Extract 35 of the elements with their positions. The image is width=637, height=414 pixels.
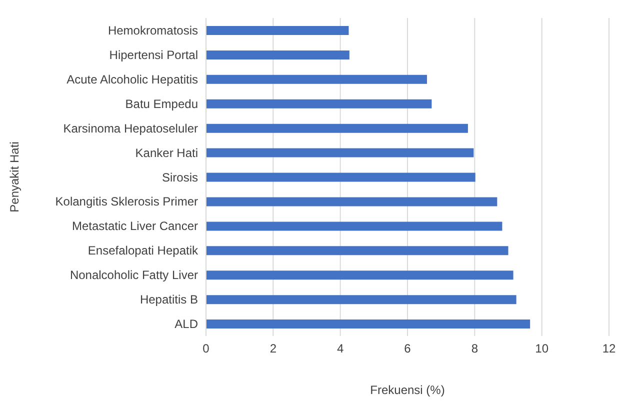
y-tick-label: Hipertensi Portal — [109, 48, 198, 62]
bar — [206, 74, 427, 84]
x-tick-label: 2 — [270, 342, 277, 356]
y-tick-label: Hemokromatosis — [108, 23, 198, 38]
bar — [206, 124, 468, 133]
y-axis-title: Penyakit Hati — [7, 142, 22, 212]
x-tick-label: 4 — [336, 342, 344, 356]
y-tick-label: ALD — [174, 317, 198, 332]
x-tick-label: 6 — [404, 342, 412, 356]
x-axis-title: Frekuensi (%) — [370, 383, 445, 397]
bar — [206, 197, 498, 206]
y-tick-label: Ensefalopati Hepatik — [88, 244, 199, 258]
bar — [206, 270, 514, 280]
x-tick-label: 0 — [202, 342, 210, 356]
bar — [206, 222, 502, 231]
bar — [206, 148, 474, 158]
bar — [206, 295, 516, 304]
y-tick-label: Acute Alcoholic Hepatitis — [66, 72, 198, 86]
bar — [206, 50, 350, 60]
x-tick-label: 12 — [602, 342, 616, 356]
y-tick-label: Metastatic Liver Cancer — [72, 219, 198, 234]
bar — [206, 172, 476, 182]
bar — [206, 246, 508, 256]
y-tick-label: Nonalcoholic Fatty Liver — [70, 268, 198, 282]
bar — [206, 320, 530, 329]
y-tick-label: Hepatitis B — [140, 292, 198, 307]
bar — [206, 99, 432, 108]
bar — [206, 26, 349, 35]
y-tick-label: Batu Empedu — [125, 96, 198, 111]
y-tick-label: Sirosis — [162, 170, 198, 184]
x-tick-label: 8 — [471, 342, 478, 356]
y-tick-label: Kanker Hati — [135, 146, 198, 160]
y-tick-label: Kolangitis Sklerosis Primer — [55, 194, 198, 209]
y-tick-label: Karsinoma Hepatoseluler — [63, 121, 198, 136]
x-tick-label: 10 — [535, 342, 549, 356]
